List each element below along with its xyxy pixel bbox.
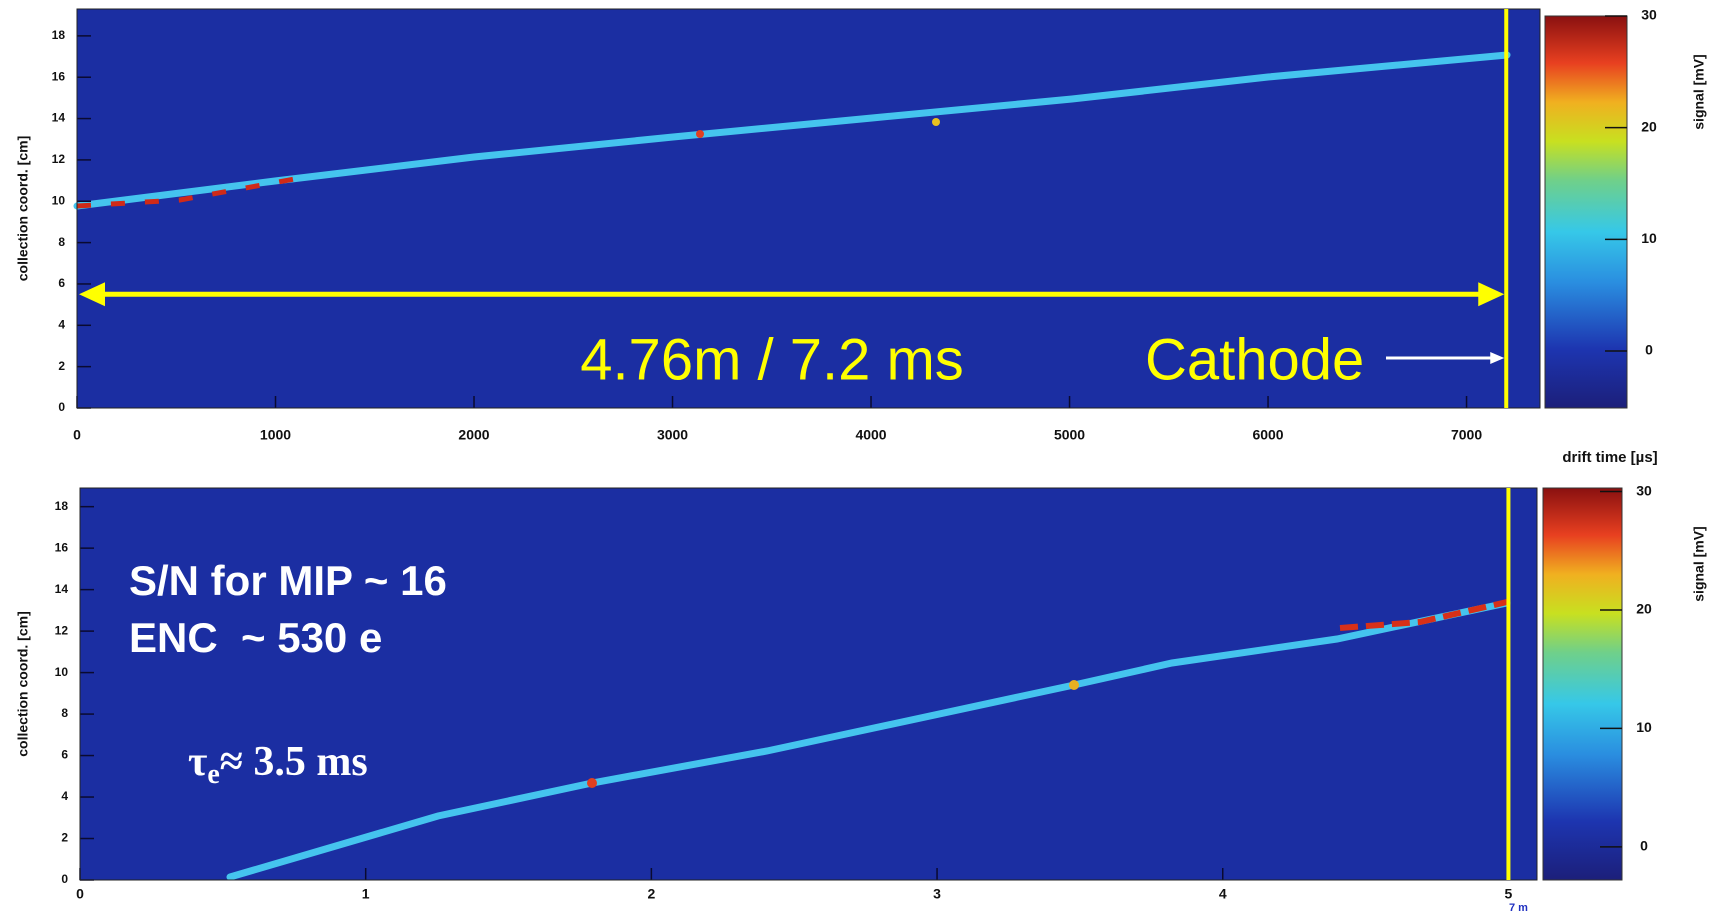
- x-tick-label: 2: [647, 886, 655, 902]
- arrow-head: [79, 282, 105, 307]
- colorbar-tick-label: 10: [1641, 230, 1657, 246]
- y-axis-label: collection coord. [cm]: [15, 136, 31, 281]
- y-tick-label: 14: [55, 582, 69, 596]
- y-tick-label: 18: [55, 499, 69, 513]
- annotation: S/N for MIP ~ 16: [129, 557, 447, 604]
- x-tick-label: 7000: [1451, 427, 1482, 443]
- colorbar-tick-label: 0: [1645, 342, 1653, 358]
- x-tick-label: 4: [1219, 886, 1227, 902]
- y-tick-label: 2: [58, 359, 65, 373]
- annotation: ENC ~ 530 e: [129, 614, 382, 661]
- tau-subscript: e: [207, 759, 219, 790]
- colorbar-tick-label: 0: [1640, 838, 1648, 854]
- x-tick-label: 0: [73, 427, 81, 443]
- x-tick-label: 1: [362, 886, 370, 902]
- track-hit: [587, 778, 597, 788]
- x-axis-label: drift time [µs]: [1562, 449, 1657, 466]
- y-axis-label: collection coord. [cm]: [15, 611, 31, 756]
- tau-text: ≈ 3.5 ms: [220, 739, 368, 785]
- track: [73, 51, 1511, 210]
- x-tick-label: 3: [933, 886, 941, 902]
- x-tick-label: 5000: [1054, 427, 1085, 443]
- y-tick-label: 14: [52, 111, 66, 125]
- x-tick-label: 4000: [855, 427, 886, 443]
- plot-background: [80, 488, 1537, 880]
- track-hit: [696, 130, 704, 138]
- y-tick-label: 6: [61, 748, 68, 762]
- arrow-head: [1490, 352, 1505, 364]
- y-tick-label: 18: [52, 28, 66, 42]
- x-tick-label: 3000: [657, 427, 688, 443]
- y-tick-label: 2: [61, 831, 68, 845]
- colorbar-tick-label: 20: [1636, 601, 1652, 617]
- x-tick-label: 2000: [458, 427, 489, 443]
- track-hit: [1339, 599, 1508, 631]
- annotation: Cathode: [1145, 327, 1364, 392]
- colorbar-tick-label: 30: [1641, 7, 1657, 23]
- track: [226, 599, 1511, 881]
- y-tick-label: 4: [61, 789, 68, 803]
- colorbar-tick-label: 10: [1636, 719, 1652, 735]
- y-tick-label: 0: [61, 872, 68, 886]
- colorbar-label: signal [mV]: [1691, 54, 1707, 129]
- y-tick-label: 10: [55, 665, 69, 679]
- x-tick-label: 5: [1505, 886, 1513, 902]
- colorbar-label: signal [mV]: [1691, 526, 1707, 601]
- tau-annotation: τe≈ 3.5 ms: [188, 739, 368, 791]
- y-tick-label: 8: [58, 235, 65, 249]
- plot-frame: [79, 487, 1538, 881]
- y-tick-label: 12: [52, 152, 66, 166]
- colorbar: [1544, 15, 1628, 409]
- track-hit: [932, 118, 940, 126]
- x-axis-label: 7 m: [1509, 902, 1528, 914]
- y-tick-label: 16: [55, 540, 69, 554]
- track-hit: [76, 175, 301, 209]
- tau-symbol: τ: [188, 739, 207, 785]
- y-tick-label: 10: [52, 193, 66, 207]
- y-tick-label: 12: [55, 623, 69, 637]
- y-tick-label: 6: [58, 276, 65, 290]
- colorbar-tick-label: 30: [1636, 482, 1652, 498]
- x-tick-label: 0: [76, 886, 84, 902]
- y-tick-label: 16: [52, 69, 66, 83]
- annotation: 4.76m / 7.2 ms: [580, 327, 964, 392]
- x-tick-label: 1000: [260, 427, 291, 443]
- y-tick-label: 0: [58, 400, 65, 414]
- y-tick-label: 4: [58, 317, 65, 331]
- colorbar: [1542, 487, 1623, 881]
- plot-frame: [76, 8, 1541, 409]
- y-tick-label: 8: [61, 706, 68, 720]
- track-hit: [1069, 680, 1079, 690]
- x-tick-label: 6000: [1252, 427, 1283, 443]
- colorbar-tick-label: 20: [1641, 118, 1657, 134]
- arrow-head: [1478, 282, 1505, 307]
